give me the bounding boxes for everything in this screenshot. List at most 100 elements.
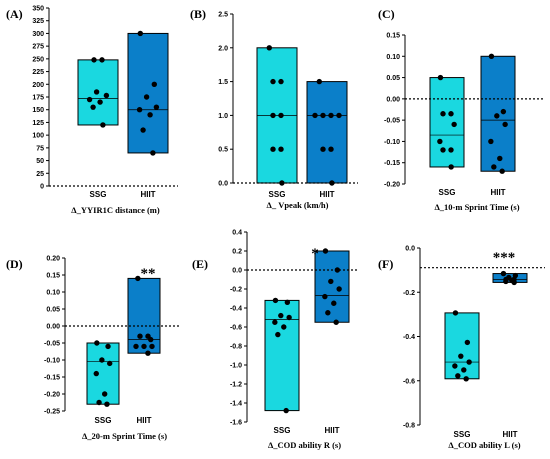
panel-letter: (C) xyxy=(378,7,395,21)
x-axis-label: Δ_10-m Sprint Time (s) xyxy=(434,202,519,212)
y-tick-label: 0 xyxy=(40,184,44,191)
data-point xyxy=(275,331,281,338)
data-point xyxy=(448,164,454,170)
data-point xyxy=(270,78,276,85)
y-tick-label: 0.15 xyxy=(46,273,60,280)
category-label: SSG xyxy=(95,416,112,425)
data-point xyxy=(448,147,454,153)
y-tick-label: -0.4 xyxy=(230,306,242,313)
x-axis-label: Δ_ Vpeak (km/h) xyxy=(266,200,328,210)
box-hiit xyxy=(127,277,161,354)
data-point xyxy=(437,74,444,81)
y-tick-label: -1.4 xyxy=(230,401,242,408)
data-point xyxy=(452,310,459,316)
x-axis-label: Δ_YYIR1C distance (m) xyxy=(71,205,160,215)
category-label: HIIT xyxy=(136,416,151,425)
data-point xyxy=(500,270,507,277)
data-point xyxy=(336,112,342,119)
significance-marker: * xyxy=(311,246,319,262)
data-point xyxy=(328,112,334,119)
data-point xyxy=(148,336,154,343)
y-tick-label: 250 xyxy=(32,56,44,63)
y-tick-label: -0.8 xyxy=(230,344,242,351)
data-point xyxy=(511,279,517,286)
chart-panel-1: 0 25 50 75 100 125 150 175 200 225 250 275 300 325 350… xyxy=(6,6,178,215)
data-point xyxy=(147,112,153,118)
y-tick-label: 0.15 xyxy=(386,33,400,40)
box-ssg xyxy=(264,299,300,412)
data-point xyxy=(464,339,471,346)
significance-marker: ** xyxy=(141,266,156,282)
category-label: HIIT xyxy=(324,426,339,435)
y-tick-label: 350 xyxy=(32,6,44,13)
panel-letter: (B) xyxy=(190,7,206,21)
data-point xyxy=(105,343,111,350)
data-point xyxy=(272,297,279,304)
data-point xyxy=(151,81,157,87)
x-axis-label: Δ_COD ability L (s) xyxy=(448,440,520,450)
data-point xyxy=(499,168,505,174)
data-point xyxy=(494,113,500,119)
data-point xyxy=(143,94,150,100)
data-point xyxy=(145,350,151,356)
data-point xyxy=(150,150,156,156)
data-point xyxy=(270,146,276,152)
data-point xyxy=(141,343,147,350)
data-point xyxy=(136,107,143,113)
data-point xyxy=(336,286,342,292)
data-point xyxy=(497,155,503,162)
data-point xyxy=(133,343,139,350)
data-point xyxy=(94,340,100,346)
data-point xyxy=(100,122,106,128)
data-point xyxy=(461,367,467,373)
data-point xyxy=(270,112,276,119)
data-point xyxy=(104,401,110,407)
data-point xyxy=(500,108,507,115)
data-point xyxy=(328,278,334,285)
data-point xyxy=(440,147,446,153)
data-point xyxy=(488,53,495,59)
data-point xyxy=(325,310,331,316)
category-label: SSG xyxy=(90,190,107,199)
data-point xyxy=(278,112,284,119)
data-point xyxy=(97,99,103,105)
data-point xyxy=(491,164,497,170)
chart-panel-5: -1.6 -1.4 -1.2 -1.0 -0.8 -0.6 -0.4 -0.2 0.0 0.2 0.… xyxy=(192,230,358,450)
y-tick-label: 0.20 xyxy=(46,256,60,263)
category-label: HIIT xyxy=(140,190,155,199)
y-tick-label: -0.6 xyxy=(403,378,415,385)
data-point xyxy=(135,275,141,282)
y-tick-label: 0.05 xyxy=(46,307,60,314)
y-tick-label: 175 xyxy=(32,95,44,102)
data-point xyxy=(93,89,100,95)
y-tick-label: 0.5 xyxy=(218,147,228,154)
data-point xyxy=(140,127,146,133)
y-tick-label: -0.25 xyxy=(44,409,60,416)
data-point xyxy=(331,300,337,306)
category-label: SSG xyxy=(269,190,286,199)
panel-letter: (A) xyxy=(6,7,23,21)
y-tick-label: 0.10 xyxy=(386,54,400,61)
y-tick-label: 300 xyxy=(32,31,44,38)
data-point xyxy=(278,78,284,85)
data-point xyxy=(137,30,143,37)
y-tick-label: 200 xyxy=(32,82,44,89)
data-point xyxy=(451,121,457,128)
y-tick-label: -0.10 xyxy=(384,139,400,146)
y-tick-label: -1.0 xyxy=(230,363,242,370)
data-point xyxy=(284,299,291,305)
data-point xyxy=(91,57,97,63)
y-tick-label: 225 xyxy=(32,69,44,76)
data-point xyxy=(440,111,446,117)
box-ssg xyxy=(429,77,465,168)
data-point xyxy=(488,138,494,145)
y-tick-label: 2.5 xyxy=(218,12,228,19)
y-tick-label: -0.6 xyxy=(230,325,242,332)
y-tick-label: 0.05 xyxy=(386,75,400,82)
data-point xyxy=(96,399,102,406)
data-point xyxy=(502,121,508,128)
y-tick-label: 0.0 xyxy=(405,246,415,253)
category-label: HIIT xyxy=(319,190,334,199)
